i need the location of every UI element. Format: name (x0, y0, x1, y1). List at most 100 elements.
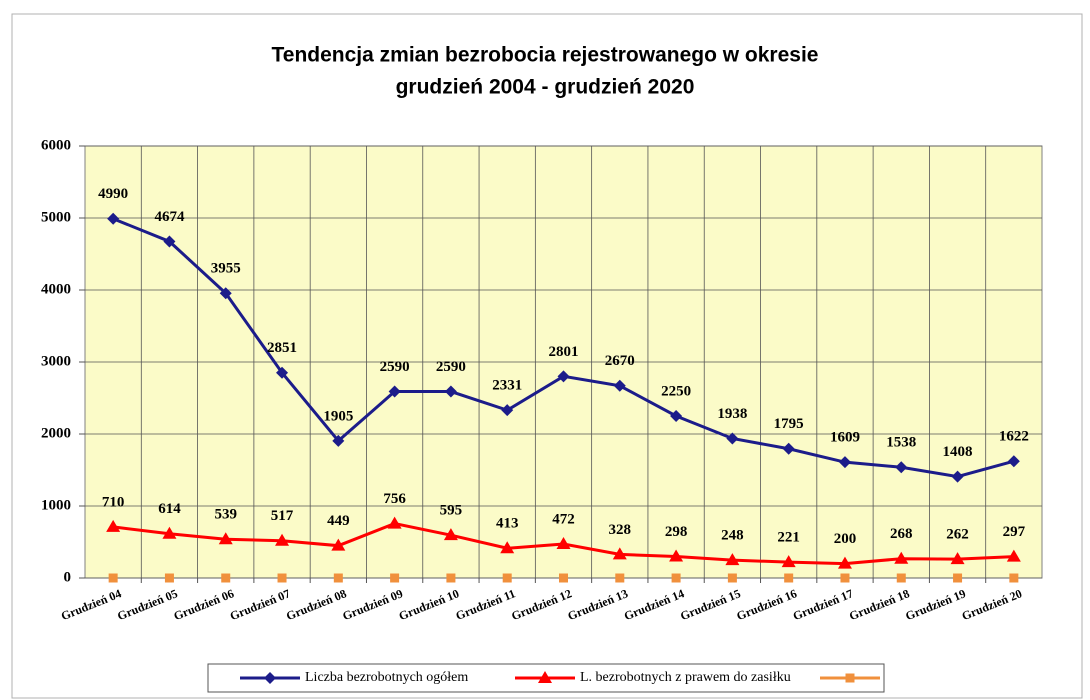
marker (388, 385, 401, 398)
marker (219, 287, 232, 300)
legend-label: L. bezrobotnych z prawem do zasiłku (580, 670, 791, 685)
marker (162, 526, 177, 539)
chart-title: grudzień 2004 - grudzień 2020 (396, 76, 695, 99)
marker (671, 573, 681, 583)
marker (725, 553, 740, 566)
marker (837, 556, 852, 569)
marker (896, 573, 906, 583)
marker (264, 672, 276, 684)
marker (218, 532, 233, 545)
data-label: 756 (383, 491, 406, 507)
data-label: 2801 (549, 344, 579, 360)
marker (164, 573, 174, 583)
marker (1009, 573, 1019, 583)
marker (840, 573, 850, 583)
marker (500, 541, 515, 554)
chart-title: Tendencja zmian bezrobocia rejestrowaneg… (272, 44, 819, 67)
marker (613, 379, 626, 392)
marker (1007, 455, 1020, 468)
marker (331, 538, 346, 551)
data-label: 1938 (717, 406, 747, 422)
marker (895, 461, 908, 474)
marker (446, 573, 456, 583)
marker (107, 212, 120, 225)
data-label: 3955 (211, 261, 241, 277)
data-label: 2590 (380, 359, 410, 375)
y-tick-label: 4000 (41, 281, 71, 297)
data-label: 2250 (661, 383, 691, 399)
y-tick-label: 5000 (41, 209, 71, 225)
marker (615, 573, 625, 583)
marker (387, 516, 402, 529)
marker (727, 573, 737, 583)
y-tick-label: 2000 (41, 425, 71, 441)
data-label: 248 (721, 528, 744, 544)
marker (390, 573, 400, 583)
marker (953, 573, 963, 583)
data-label: 298 (665, 524, 688, 540)
legend-label: Liczba bezrobotnych ogółem (305, 670, 468, 685)
y-tick-label: 1000 (41, 497, 71, 513)
marker (108, 573, 118, 583)
marker (670, 410, 683, 422)
marker (444, 385, 457, 398)
y-tick-label: 3000 (41, 353, 71, 369)
marker (781, 555, 796, 568)
data-label: 297 (1003, 524, 1026, 540)
data-label: 262 (946, 527, 969, 543)
marker (782, 442, 795, 455)
data-label: 1905 (323, 408, 353, 424)
marker (275, 533, 290, 546)
data-label: 595 (440, 503, 463, 519)
data-label: 1408 (943, 444, 973, 460)
marker (501, 404, 514, 417)
marker (845, 673, 855, 683)
data-label: 2670 (605, 353, 635, 369)
marker (951, 470, 964, 483)
marker (163, 235, 176, 248)
marker (443, 528, 458, 541)
marker (784, 573, 794, 583)
data-label: 328 (609, 522, 632, 538)
marker (277, 573, 287, 583)
data-label: 268 (890, 526, 913, 542)
data-label: 1795 (774, 416, 804, 432)
data-label: 4990 (98, 186, 128, 202)
data-label: 2590 (436, 359, 466, 375)
marker (538, 671, 552, 683)
y-tick-label: 6000 (41, 137, 71, 153)
data-label: 4674 (154, 209, 185, 225)
marker (276, 366, 289, 379)
marker (838, 456, 851, 469)
data-label: 614 (158, 501, 181, 517)
data-label: 221 (777, 530, 800, 546)
data-label: 1609 (830, 430, 860, 446)
data-label: 2331 (492, 378, 522, 394)
marker (221, 573, 231, 583)
marker (332, 434, 345, 447)
marker (894, 551, 909, 564)
data-label: 200 (834, 531, 857, 547)
data-label: 449 (327, 513, 350, 529)
marker (333, 573, 343, 583)
marker (557, 370, 570, 383)
marker (726, 432, 739, 445)
data-label: 472 (552, 511, 575, 527)
marker (502, 573, 512, 583)
marker (669, 549, 684, 562)
data-label: 413 (496, 516, 519, 532)
marker (556, 537, 571, 550)
data-label: 517 (271, 508, 294, 524)
marker (1006, 549, 1021, 562)
data-label: 1538 (886, 435, 916, 451)
data-label: 539 (214, 507, 237, 523)
data-label: 2851 (267, 340, 297, 356)
marker (612, 547, 627, 560)
y-tick-label: 0 (64, 569, 72, 585)
marker (559, 573, 568, 583)
marker (106, 519, 121, 532)
data-label: 1622 (999, 429, 1029, 445)
marker (950, 552, 965, 565)
data-label: 710 (102, 494, 125, 510)
